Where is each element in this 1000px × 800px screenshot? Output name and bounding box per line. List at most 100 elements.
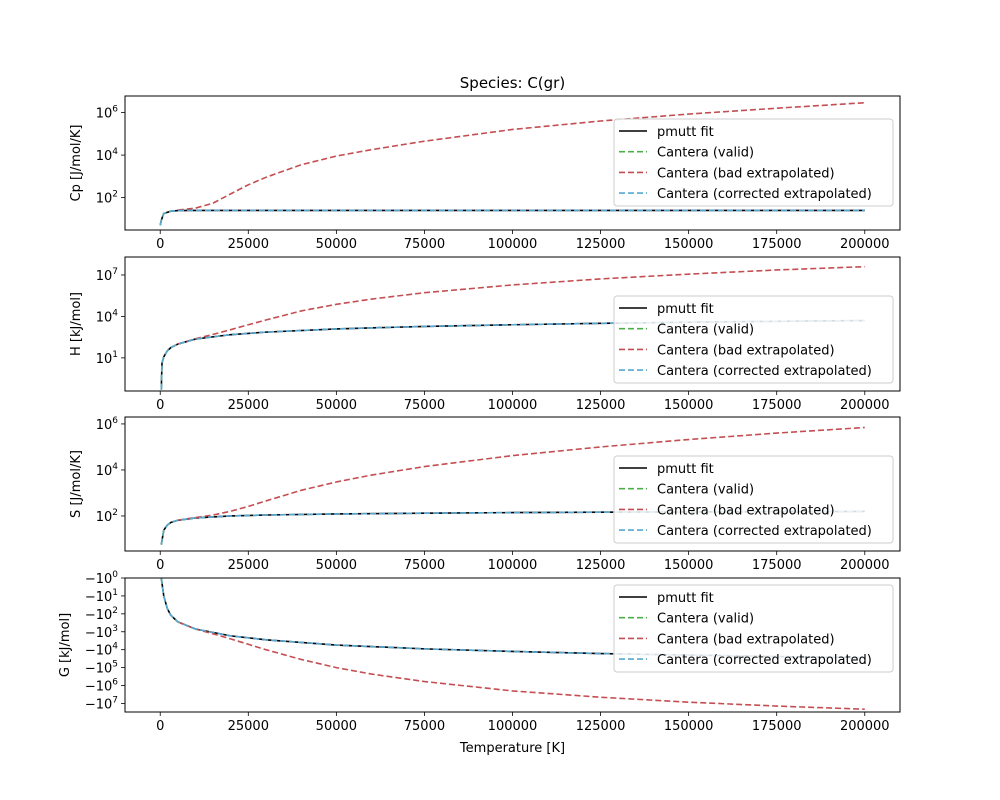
x-tick-label: 50000 [316, 558, 357, 573]
x-tick-label: 50000 [316, 719, 357, 734]
y-tick-label: 102 [96, 190, 118, 207]
y-axis-label: G [kJ/mol] [58, 613, 73, 677]
legend: pmutt fit Cantera (valid) Cantera (bad ext… [613, 118, 894, 207]
legend: pmutt fit Cantera (valid) Cantera (bad ext… [613, 584, 894, 673]
legend-box [613, 455, 894, 544]
y-tick-label: −103 [85, 624, 118, 641]
x-tick-label: 25000 [228, 558, 269, 573]
x-tick-label: 25000 [228, 398, 269, 413]
x-tick-label: 50000 [316, 237, 357, 252]
x-tick-label: 0 [156, 237, 164, 252]
legend-label: Cantera (valid) [657, 483, 754, 498]
x-tick-label: 0 [156, 558, 164, 573]
plot-frame [124, 95, 901, 231]
legend-label: Cantera (corrected extrapolated) [657, 524, 872, 539]
y-tick-label: −104 [85, 642, 118, 659]
y-tick-label: 104 [96, 462, 119, 479]
x-tick-label: 200000 [840, 237, 890, 252]
y-tick-label: 104 [96, 147, 119, 164]
subplot-2: 0 25000 50000 75000 100000 125000 150000 175000… [69, 256, 901, 413]
plot-frame [124, 256, 901, 392]
y-tick-label: −102 [85, 606, 118, 623]
legend-label: Cantera (valid) [657, 612, 754, 627]
x-tick-label: 125000 [576, 237, 626, 252]
x-tick-label: 150000 [664, 398, 714, 413]
y-tick-label: 104 [96, 308, 119, 325]
x-tick-label: 150000 [664, 719, 714, 734]
y-tick-label: −106 [85, 678, 118, 695]
legend-label: pmutt fit [657, 125, 714, 140]
y-tick-label: 102 [96, 508, 118, 525]
x-tick-label: 0 [156, 398, 164, 413]
x-tick-label: 125000 [576, 558, 626, 573]
legend-label: Cantera (bad extrapolated) [657, 503, 835, 518]
series-line-cantera-valid [160, 343, 179, 390]
legend: pmutt fit Cantera (valid) Cantera (bad ext… [613, 295, 894, 384]
legend-label: Cantera (bad extrapolated) [657, 166, 835, 181]
legend-label: pmutt fit [657, 462, 714, 477]
y-axis-label: H [kJ/mol] [69, 292, 84, 356]
legend-box [613, 584, 894, 673]
x-tick-label: 150000 [664, 237, 714, 252]
plot-frame [124, 577, 901, 713]
x-tick-label: 100000 [488, 398, 538, 413]
x-tick-label: 75000 [404, 558, 445, 573]
legend-label: Cantera (valid) [657, 323, 754, 338]
subplot-1: 0 25000 50000 75000 100000 125000 150000 175000… [69, 95, 901, 252]
legend-label: Cantera (corrected extrapolated) [657, 653, 872, 668]
y-tick-label: −101 [85, 588, 118, 605]
y-tick-label: 106 [96, 105, 119, 122]
series-line-pmutt-fit [159, 209, 865, 226]
x-tick-label: 100000 [488, 558, 538, 573]
subplot-4: 0 25000 50000 75000 100000 125000 150000 175000… [58, 570, 901, 734]
y-tick-label: −107 [85, 695, 118, 712]
plot-frame [124, 416, 901, 552]
legend-label: Cantera (corrected extrapolated) [657, 187, 872, 202]
x-tick-label: 200000 [840, 558, 890, 573]
x-tick-label: 175000 [752, 237, 802, 252]
figure-title: Species: C(gr) [460, 74, 565, 92]
y-tick-label: −100 [85, 570, 118, 587]
legend-label: pmutt fit [657, 591, 714, 606]
legend-label: Cantera (valid) [657, 146, 754, 161]
x-tick-label: 25000 [228, 719, 269, 734]
series-line-cantera-corrected-extrapolated [160, 319, 865, 390]
legend-label: pmutt fit [657, 302, 714, 317]
legend-label: Cantera (bad extrapolated) [657, 343, 835, 358]
y-axis-label: S [J/mol/K] [69, 450, 84, 518]
legend-box [613, 118, 894, 207]
y-tick-label: 107 [96, 267, 118, 284]
x-axis-label: Temperature [K] [459, 741, 565, 756]
x-tick-label: 75000 [404, 398, 445, 413]
x-tick-label: 175000 [752, 558, 802, 573]
x-tick-label: 25000 [228, 237, 269, 252]
x-tick-label: 50000 [316, 398, 357, 413]
x-tick-label: 200000 [840, 398, 890, 413]
x-tick-label: 0 [156, 719, 164, 734]
subplots: 0 25000 50000 75000 100000 125000 150000 175000… [58, 95, 901, 734]
x-tick-label: 200000 [840, 719, 890, 734]
series-line-cantera-bad-extrapolated [177, 265, 865, 345]
subplot-3: 0 25000 50000 75000 100000 125000 150000 175000… [69, 416, 901, 573]
series-line-cantera-valid [160, 578, 179, 623]
x-tick-label: 175000 [752, 719, 802, 734]
y-axis-label: Cp [J/mol/K] [69, 125, 84, 202]
x-tick-label: 75000 [404, 237, 445, 252]
x-tick-label: 125000 [576, 398, 626, 413]
series-line-cantera-bad-extrapolated [177, 426, 865, 521]
x-tick-label: 175000 [752, 398, 802, 413]
x-tick-label: 100000 [488, 719, 538, 734]
y-tick-label: 101 [96, 350, 118, 367]
x-tick-label: 150000 [664, 558, 714, 573]
y-tick-label: −105 [85, 660, 118, 677]
series-line-cantera-corrected-extrapolated [159, 209, 865, 226]
legend-label: Cantera (bad extrapolated) [657, 632, 835, 647]
legend-box [613, 295, 894, 384]
x-tick-label: 125000 [576, 719, 626, 734]
y-tick-label: 106 [96, 416, 119, 433]
series-line-cantera-bad-extrapolated [177, 621, 865, 711]
x-tick-label: 75000 [404, 719, 445, 734]
legend-label: Cantera (corrected extrapolated) [657, 364, 872, 379]
legend: pmutt fit Cantera (valid) Cantera (bad ext… [613, 455, 894, 544]
